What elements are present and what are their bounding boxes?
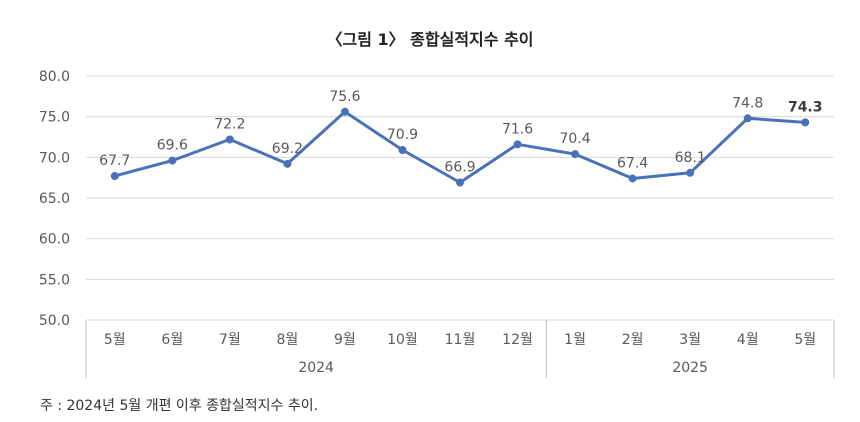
data-label: 67.7 — [99, 153, 130, 169]
x-tick-label: 5월 — [104, 332, 126, 348]
data-point — [801, 118, 810, 127]
x-tick-label: 10월 — [387, 332, 418, 348]
data-point — [743, 114, 752, 123]
data-label: 74.8 — [732, 95, 763, 111]
data-label: 69.2 — [272, 141, 303, 157]
y-tick-label: 75.0 — [39, 110, 70, 126]
data-label: 67.4 — [617, 155, 648, 171]
y-tick-label: 70.0 — [39, 150, 70, 166]
x-tick-label: 6월 — [161, 332, 183, 348]
y-tick-label: 55.0 — [39, 272, 70, 288]
data-point — [110, 172, 119, 181]
y-tick-label: 50.0 — [39, 313, 70, 329]
data-point — [571, 150, 580, 159]
x-tick-label: 2월 — [622, 332, 644, 348]
footnote: 주 : 2024년 5월 개편 이후 종합실적지수 추이. — [40, 398, 319, 414]
x-tick-label: 7월 — [219, 332, 241, 348]
data-label: 70.9 — [387, 127, 418, 143]
data-point — [686, 168, 695, 177]
x-tick-label: 1월 — [564, 332, 586, 348]
year-label: 2025 — [672, 360, 708, 376]
data-point — [340, 107, 349, 116]
x-tick-label: 11월 — [445, 332, 476, 348]
data-label: 75.6 — [329, 89, 360, 105]
data-point — [168, 156, 177, 165]
y-tick-label: 80.0 — [39, 69, 70, 85]
data-point — [628, 174, 637, 183]
x-tick-label: 3월 — [679, 332, 701, 348]
data-label: 66.9 — [444, 160, 475, 176]
data-label: 71.6 — [502, 121, 533, 137]
x-tick-label: 9월 — [334, 332, 356, 348]
data-point — [398, 146, 407, 155]
data-point — [456, 178, 464, 187]
x-tick-label: 5월 — [794, 332, 816, 348]
data-label: 70.4 — [559, 131, 590, 147]
x-tick-label: 4월 — [737, 332, 759, 348]
data-label: 74.3 — [788, 99, 823, 115]
x-tick-label: 8월 — [276, 332, 298, 348]
data-point — [225, 135, 234, 144]
data-label: 72.2 — [214, 116, 245, 132]
data-point — [513, 140, 522, 149]
y-tick-label: 60.0 — [39, 232, 70, 248]
year-label: 2024 — [298, 360, 334, 376]
chart-title: 〈그림 1〉 종합실적지수 추이 — [326, 30, 534, 49]
data-label: 68.1 — [675, 150, 706, 166]
data-label: 69.6 — [157, 138, 188, 154]
x-tick-label: 12월 — [502, 332, 533, 348]
y-tick-label: 65.0 — [39, 191, 70, 207]
data-point — [283, 159, 292, 168]
